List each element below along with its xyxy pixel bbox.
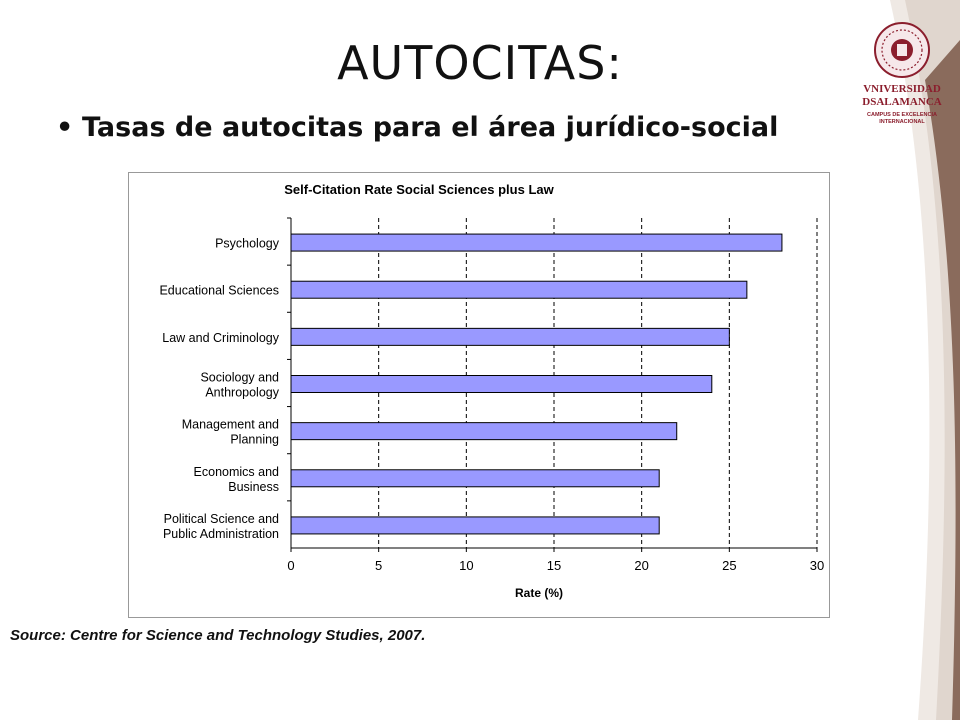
bullet-text: Tasas de autocitas para el área jurídico… bbox=[82, 112, 779, 143]
logo-line2: DSALAMANCA bbox=[862, 96, 942, 108]
x-tick-label: 30 bbox=[810, 558, 824, 573]
category-label: Planning bbox=[230, 433, 279, 447]
bar bbox=[290, 233, 783, 252]
category-label: Educational Sciences bbox=[159, 284, 279, 298]
bar bbox=[290, 280, 748, 299]
slide-title: AUTOCITAS: bbox=[337, 36, 623, 90]
bullet-dot: • bbox=[56, 112, 74, 143]
x-tick-label: 15 bbox=[547, 558, 561, 573]
logo-line3: CAMPUS DE EXCELENCIA bbox=[867, 112, 937, 118]
logo-line1: VNIVERSIDAD bbox=[863, 83, 941, 95]
bar bbox=[290, 469, 660, 488]
bar bbox=[290, 327, 730, 346]
category-label: Business bbox=[228, 480, 279, 494]
category-label: Management and bbox=[182, 418, 279, 432]
x-axis-label: Rate (%) bbox=[515, 586, 563, 600]
category-label: Public Administration bbox=[163, 527, 279, 541]
x-tick-label: 0 bbox=[287, 558, 294, 573]
bar-chart: Self-Citation Rate Social Sciences plus … bbox=[159, 182, 824, 600]
category-label: Psychology bbox=[215, 237, 280, 251]
category-label: Law and Criminology bbox=[162, 331, 279, 345]
category-label: Sociology and bbox=[200, 371, 279, 385]
chart-frame: Self-Citation Rate Social Sciences plus … bbox=[128, 172, 830, 618]
decorative-swoosh bbox=[830, 0, 960, 725]
source-note: Source: Centre for Science and Technolog… bbox=[10, 627, 426, 644]
x-tick-label: 10 bbox=[459, 558, 473, 573]
bar bbox=[290, 516, 660, 535]
seal-icon bbox=[874, 22, 930, 78]
chart-title: Self-Citation Rate Social Sciences plus … bbox=[284, 182, 554, 197]
bullet-item: • Tasas de autocitas para el área jurídic… bbox=[56, 112, 778, 143]
category-label: Economics and bbox=[194, 465, 280, 479]
x-tick-label: 25 bbox=[722, 558, 736, 573]
university-logo: VNIVERSIDAD DSALAMANCA CAMPUS DE EXCELEN… bbox=[862, 20, 942, 135]
category-label: Political Science and bbox=[164, 512, 279, 526]
category-label: Anthropology bbox=[205, 386, 279, 400]
x-tick-label: 20 bbox=[634, 558, 648, 573]
bar bbox=[290, 375, 713, 393]
bar bbox=[290, 422, 678, 441]
x-tick-label: 5 bbox=[375, 558, 382, 573]
logo-line4: INTERNACIONAL bbox=[879, 119, 925, 125]
